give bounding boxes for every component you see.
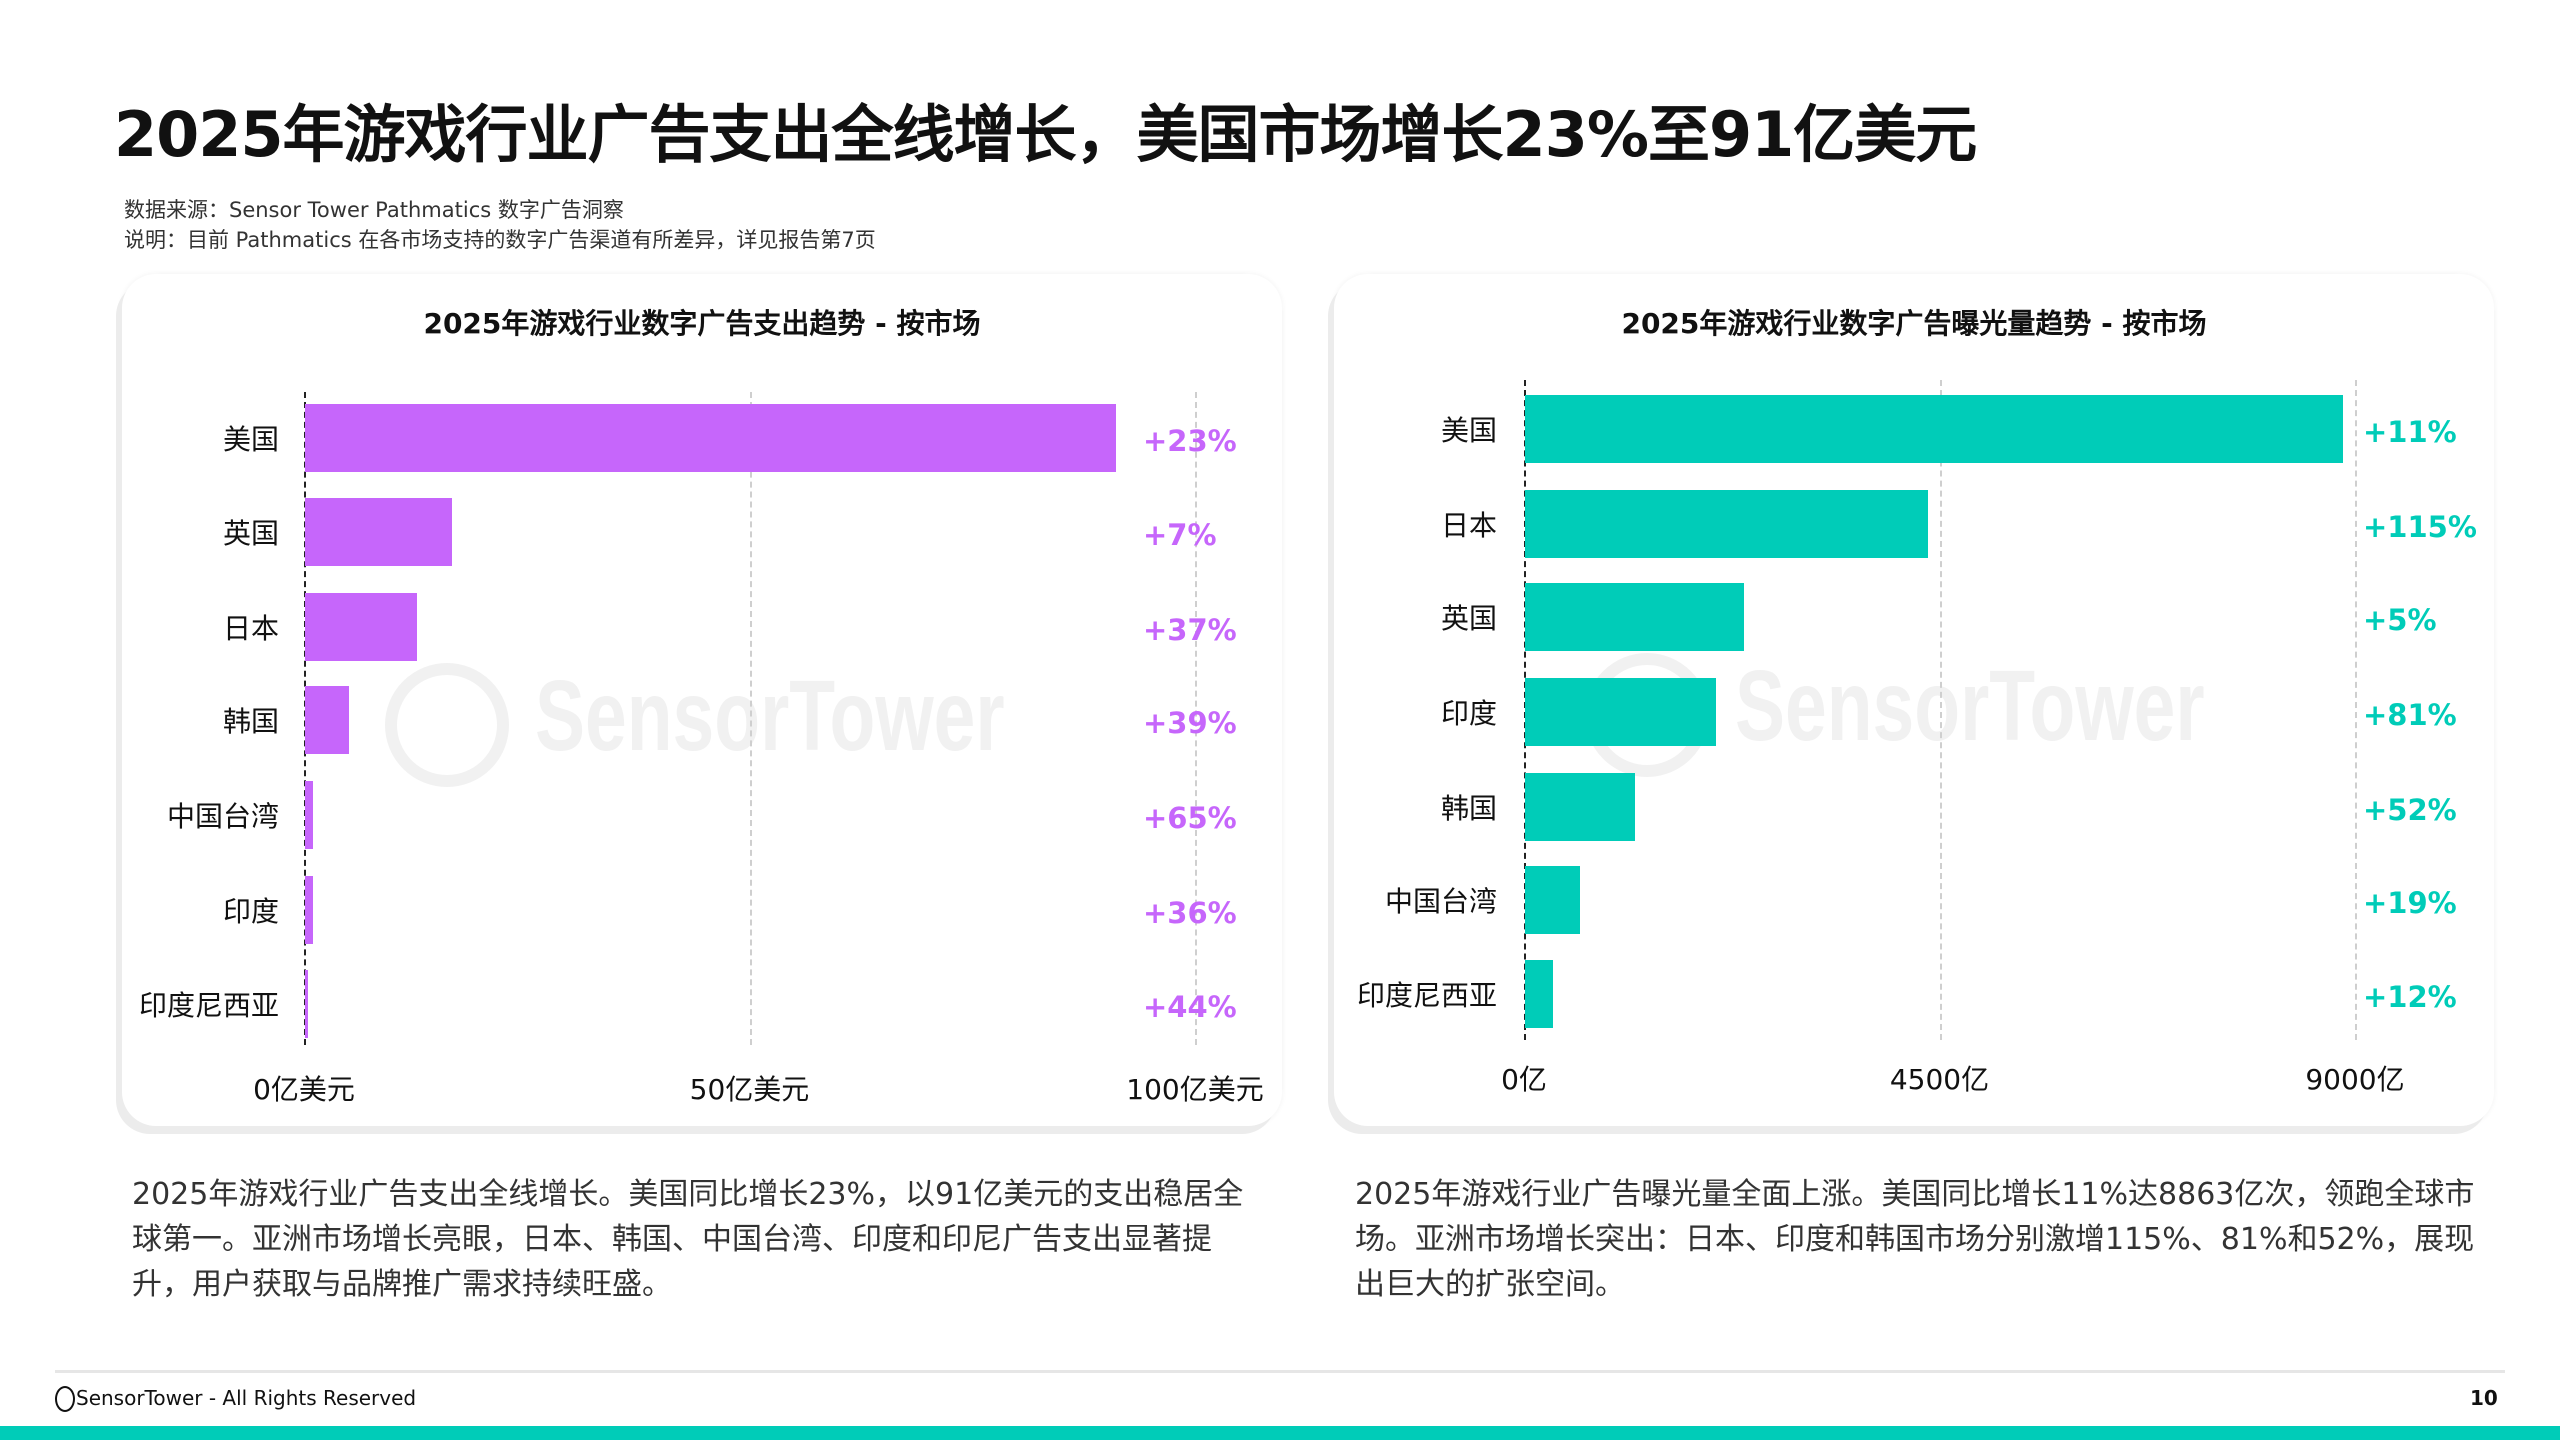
impressions-description: 2025年游戏行业广告曝光量全面上涨。美国同比增长11%达8863亿次，领跑全球… bbox=[1355, 1177, 2475, 1302]
data-source-note: 数据来源：Sensor Tower Pathmatics 数字广告洞察 bbox=[124, 198, 624, 222]
bar bbox=[305, 498, 452, 566]
growth-label: +52% bbox=[2363, 793, 2457, 827]
bar bbox=[1525, 773, 1635, 841]
description-note: 说明：目前 Pathmatics 在各市场支持的数字广告渠道有所差异，详见报告第… bbox=[124, 228, 876, 252]
bar bbox=[1525, 490, 1929, 558]
category-label: 英国 bbox=[1440, 602, 1497, 635]
sensortower-logo-icon bbox=[55, 1386, 75, 1412]
growth-label: +5% bbox=[2363, 603, 2437, 637]
bar bbox=[305, 781, 314, 849]
category-label: 中国台湾 bbox=[166, 800, 279, 833]
x-tick-label: 0亿美元 bbox=[253, 1073, 355, 1106]
brand-bottom-bar bbox=[0, 1426, 2560, 1440]
growth-label: +115% bbox=[2363, 510, 2477, 544]
category-label: 印度 bbox=[1440, 697, 1497, 730]
growth-label: +36% bbox=[1143, 896, 1237, 930]
category-label: 英国 bbox=[222, 517, 279, 550]
watermark-logo-icon bbox=[385, 663, 509, 787]
gridline bbox=[1939, 380, 1942, 1040]
gridline bbox=[749, 392, 752, 1045]
category-label: 印度 bbox=[222, 895, 279, 928]
bar bbox=[305, 686, 349, 754]
x-tick-label: 4500亿 bbox=[1889, 1063, 1990, 1096]
growth-label: +23% bbox=[1143, 424, 1237, 458]
bar bbox=[305, 593, 418, 661]
chart-title: 2025年游戏行业数字广告支出趋势 - 按市场 bbox=[423, 307, 981, 340]
bar bbox=[1525, 866, 1581, 934]
watermark: SensorTower bbox=[535, 660, 1005, 772]
category-label: 美国 bbox=[222, 423, 279, 456]
growth-label: +12% bbox=[2363, 980, 2457, 1014]
x-tick-label: 0亿 bbox=[1501, 1063, 1547, 1096]
category-label: 日本 bbox=[222, 612, 279, 645]
spend-description: 2025年游戏行业广告支出全线增长。美国同比增长23%，以91亿美元的支出稳居全… bbox=[132, 1177, 1244, 1302]
bar bbox=[305, 970, 308, 1038]
growth-label: +39% bbox=[1143, 706, 1237, 740]
gridline bbox=[1195, 392, 1197, 1045]
growth-label: +7% bbox=[1143, 518, 1217, 552]
bar bbox=[1525, 678, 1717, 746]
category-label: 美国 bbox=[1440, 414, 1497, 447]
footer-copyright: SensorTower - All Rights Reserved bbox=[76, 1386, 417, 1410]
bar bbox=[1525, 960, 1553, 1028]
growth-label: +11% bbox=[2363, 415, 2457, 449]
chart-title: 2025年游戏行业数字广告曝光量趋势 - 按市场 bbox=[1621, 307, 2207, 340]
category-label: 中国台湾 bbox=[1384, 885, 1497, 918]
growth-label: +44% bbox=[1143, 990, 1237, 1024]
category-label: 韩国 bbox=[222, 705, 279, 738]
bar bbox=[1525, 583, 1744, 651]
x-tick-label: 50亿美元 bbox=[689, 1073, 810, 1106]
growth-label: +65% bbox=[1143, 801, 1237, 835]
category-label: 日本 bbox=[1440, 509, 1497, 542]
watermark: SensorTower bbox=[1735, 650, 2205, 762]
category-label: 印度尼西亚 bbox=[138, 989, 279, 1022]
x-tick-label: 100亿美元 bbox=[1126, 1073, 1264, 1106]
bar bbox=[305, 876, 314, 944]
growth-label: +37% bbox=[1143, 613, 1237, 647]
growth-label: +81% bbox=[2363, 698, 2457, 732]
footer-divider bbox=[55, 1370, 2505, 1373]
bar bbox=[1525, 395, 2344, 463]
gridline bbox=[2355, 380, 2357, 1040]
category-label: 韩国 bbox=[1440, 792, 1497, 825]
x-tick-label: 9000亿 bbox=[2305, 1063, 2405, 1096]
category-label: 印度尼西亚 bbox=[1356, 979, 1497, 1012]
page-title: 2025年游戏行业广告支出全线增长，美国市场增长23%至91亿美元 bbox=[114, 98, 1977, 171]
page-number: 10 bbox=[2470, 1386, 2498, 1410]
bar bbox=[305, 404, 1116, 472]
growth-label: +19% bbox=[2363, 886, 2457, 920]
